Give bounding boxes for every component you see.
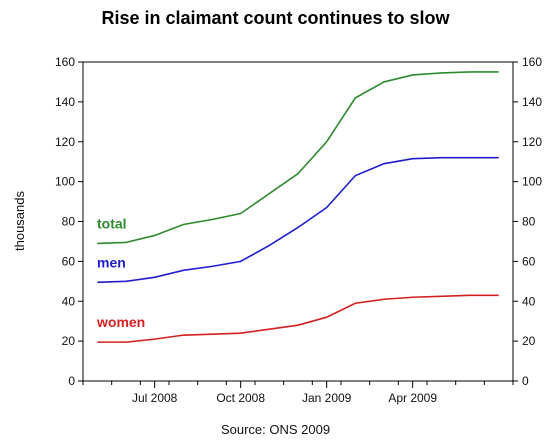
y-tick-label-right: 60 [522, 254, 536, 268]
y-tick-label-left: 140 [55, 95, 75, 109]
y-tick-label-right: 0 [522, 374, 529, 388]
series-line-women [97, 294, 499, 343]
y-tick-label-left: 100 [55, 175, 75, 189]
x-tick-label: Jul 2008 [132, 391, 178, 405]
y-tick-label-right: 100 [522, 175, 542, 189]
y-tick-label-right: 20 [522, 334, 536, 348]
series-labels: total men women [96, 215, 145, 330]
y-tick-label-left: 80 [62, 215, 76, 229]
series-label-men: men [97, 254, 126, 270]
y-axis-title: thousands [12, 191, 27, 251]
series-label-total: total [97, 215, 127, 231]
y-tick-label-right: 80 [522, 215, 536, 229]
x-tick-label: Jan 2009 [302, 391, 352, 405]
axis-ticks: 0 0 20 20 40 40 60 60 80 80 100 100 120 120 140 140 160 1… [55, 55, 542, 405]
y-tick-label-right: 140 [522, 95, 542, 109]
x-tick-label: Oct 2008 [216, 391, 265, 405]
x-tick-label: Apr 2009 [388, 391, 437, 405]
y-tick-label-right: 40 [522, 294, 536, 308]
chart-title: Rise in claimant count continues to slow [101, 8, 450, 28]
series-line-total [97, 71, 499, 245]
plot-frame [82, 61, 514, 382]
series-lines [97, 71, 499, 343]
series-line-men [97, 156, 499, 284]
y-tick-label-left: 0 [68, 374, 75, 388]
series-label-women: women [96, 314, 145, 330]
y-tick-label-right: 160 [522, 55, 542, 69]
source-note: Source: ONS 2009 [220, 422, 331, 437]
y-tick-label-left: 40 [62, 294, 76, 308]
y-tick-label-left: 20 [62, 334, 76, 348]
y-tick-label-left: 120 [55, 135, 75, 149]
y-tick-label-left: 160 [55, 55, 75, 69]
y-tick-label-left: 60 [62, 254, 76, 268]
y-tick-label-right: 120 [522, 135, 542, 149]
